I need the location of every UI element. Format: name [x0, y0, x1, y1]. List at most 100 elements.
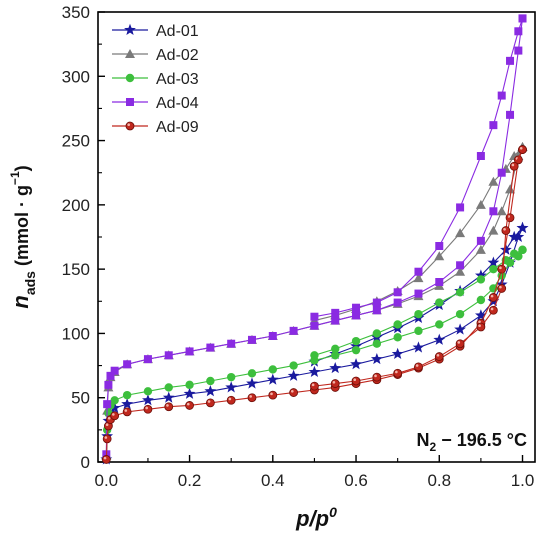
data-point — [247, 335, 256, 344]
y-axis-title-symbol: n — [8, 295, 33, 308]
data-point — [310, 312, 319, 321]
y-tick-label: 350 — [62, 3, 90, 22]
data-point — [456, 203, 465, 212]
data-point — [310, 381, 319, 391]
data-point — [509, 249, 519, 258]
legend-marker — [125, 121, 135, 131]
data-point — [330, 379, 340, 388]
data-point — [350, 358, 362, 370]
data-point — [185, 347, 194, 356]
y-axis-title-unit-sup: −1 — [8, 171, 22, 185]
x-tick-label: 1.0 — [511, 471, 535, 490]
marker-highlight — [457, 341, 461, 344]
series-layer — [100, 14, 529, 465]
marker-highlight — [166, 404, 169, 407]
data-point — [185, 380, 194, 390]
y-ticks: 0 50 100 150 200 250 300 350 — [62, 3, 105, 472]
data-point — [289, 326, 298, 335]
data-point — [499, 243, 512, 255]
data-point — [351, 345, 361, 355]
data-point — [351, 336, 361, 346]
data-point — [413, 273, 424, 283]
data-point — [350, 340, 362, 352]
data-point — [435, 298, 444, 307]
data-point — [310, 321, 319, 330]
series-ad-03 — [102, 245, 527, 463]
x-tick-label: 0.8 — [427, 471, 451, 490]
adsorption-line — [105, 227, 524, 460]
data-point — [372, 339, 382, 348]
data-point — [475, 244, 486, 254]
data-point — [289, 361, 298, 370]
data-point — [475, 199, 486, 209]
legend-label: Ad-03 — [156, 71, 199, 88]
data-point — [268, 390, 278, 400]
y-axis-title-unit-close: ) — [12, 165, 32, 171]
data-point — [352, 303, 361, 312]
data-point — [476, 295, 486, 305]
marker-highlight — [112, 413, 115, 416]
data-point — [226, 395, 236, 405]
data-point — [206, 343, 215, 352]
marker-highlight — [291, 389, 294, 393]
marker-highlight — [124, 409, 128, 412]
marker-highlight — [332, 380, 336, 384]
data-point — [122, 407, 132, 417]
data-point — [518, 145, 527, 154]
data-point — [352, 311, 361, 320]
data-point — [393, 288, 402, 297]
y-tick-label: 50 — [71, 389, 90, 408]
legend-marker — [126, 98, 134, 106]
data-point — [225, 381, 238, 393]
legend-marker — [125, 49, 135, 58]
data-point — [185, 401, 194, 410]
y-axis-title-sub: ads — [22, 271, 38, 295]
data-point — [514, 27, 523, 36]
y-tick-label: 250 — [62, 132, 90, 151]
data-point — [501, 226, 511, 235]
adsorption-line — [105, 249, 523, 459]
x-tick-label: 0.6 — [344, 471, 368, 490]
data-point — [488, 305, 498, 315]
data-point — [123, 360, 132, 369]
data-point — [391, 347, 404, 360]
marker-highlight — [311, 383, 315, 387]
marker-highlight — [499, 266, 502, 270]
y-tick-label: 0 — [81, 453, 90, 472]
data-point — [455, 339, 465, 349]
data-point — [143, 404, 153, 414]
data-point — [497, 284, 507, 293]
data-point — [516, 221, 529, 234]
data-point — [308, 365, 321, 378]
data-point — [104, 380, 113, 389]
data-point — [183, 387, 196, 399]
data-point — [508, 230, 521, 243]
data-point — [455, 309, 465, 319]
data-point — [414, 309, 423, 319]
data-point — [393, 368, 403, 378]
data-point — [372, 298, 381, 307]
legend-label: Ad-02 — [156, 47, 199, 64]
marker-highlight — [103, 456, 107, 460]
data-point — [476, 275, 486, 284]
data-point — [433, 333, 446, 345]
data-point — [205, 398, 215, 408]
data-point — [435, 242, 444, 250]
marker-highlight — [249, 395, 252, 398]
data-point — [310, 351, 319, 360]
data-point — [497, 264, 507, 274]
adsorption-line — [105, 18, 524, 455]
data-point — [518, 14, 527, 23]
legend-marker — [125, 73, 135, 83]
data-point — [110, 396, 119, 405]
data-point — [164, 383, 173, 392]
data-point — [101, 455, 111, 464]
data-point — [518, 245, 527, 255]
data-point — [475, 309, 487, 321]
data-point — [487, 256, 500, 268]
data-point — [414, 267, 423, 276]
data-point — [370, 352, 383, 365]
data-point — [143, 387, 153, 396]
data-point — [488, 225, 499, 235]
